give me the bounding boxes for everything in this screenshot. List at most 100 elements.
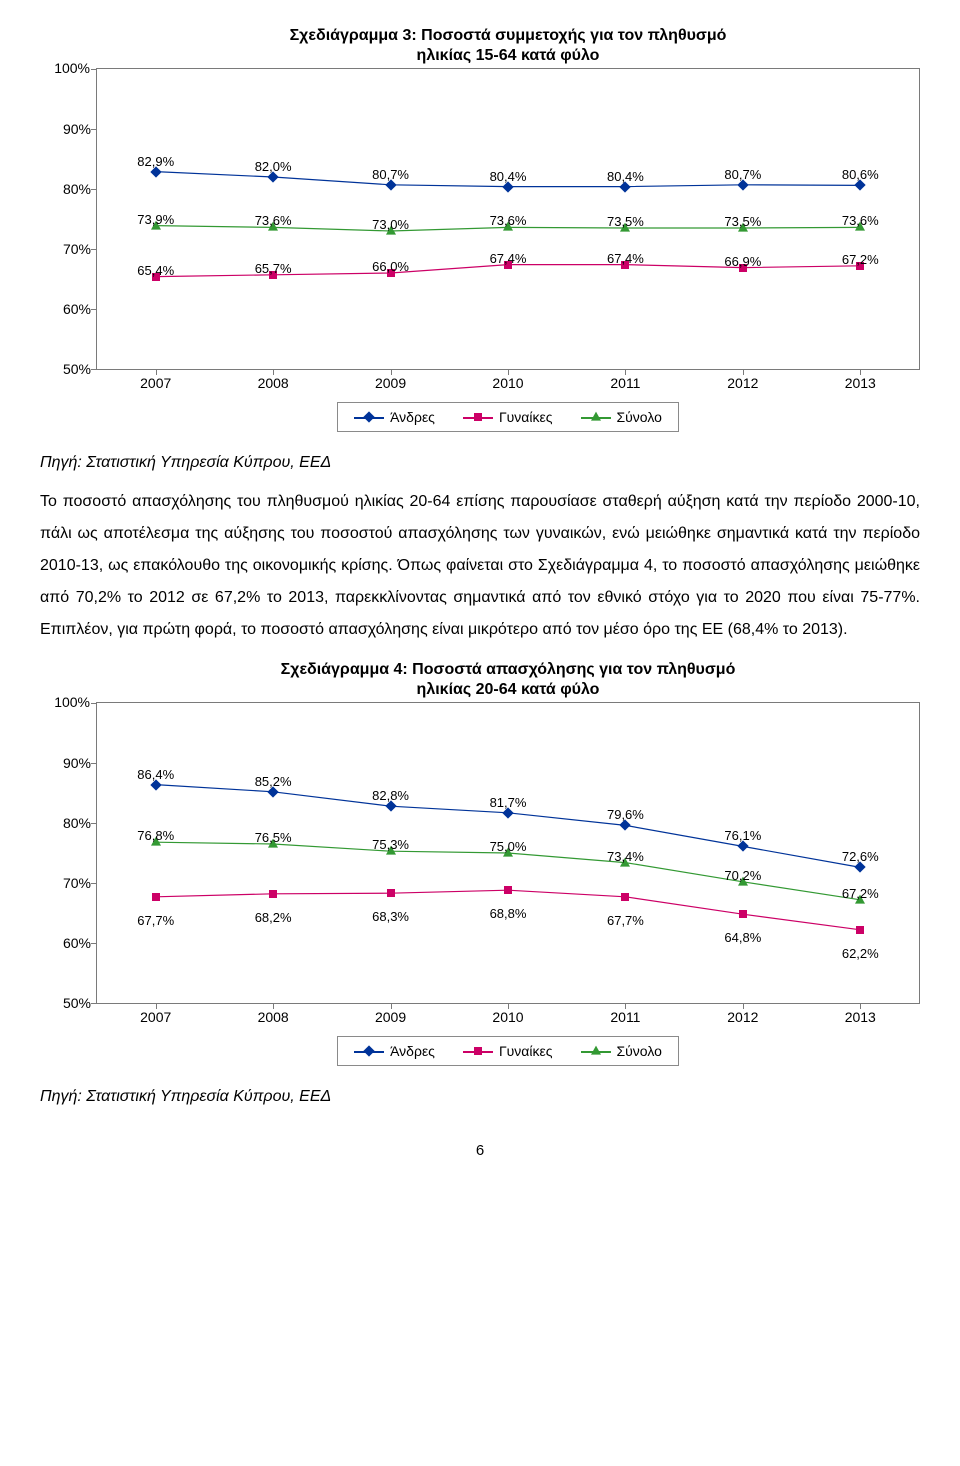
- chart-2-y-label: 50%: [45, 995, 91, 1011]
- chart-2-value-label-andres: 82,8%: [372, 788, 409, 803]
- chart-1-value-label-synolo: 73,6%: [255, 213, 292, 228]
- chart-2-x-label: 2009: [375, 1009, 406, 1025]
- chart-2-legend-item-synolo: Σύνολο: [581, 1043, 662, 1059]
- chart-1-value-label-andres: 80,7%: [724, 167, 761, 182]
- page-number: 6: [40, 1142, 920, 1159]
- chart-2-legend-label-synolo: Σύνολο: [617, 1043, 662, 1059]
- chart-2-marker-gynaikes: [856, 926, 864, 934]
- chart-2-x-label: 2007: [140, 1009, 171, 1025]
- chart-1-value-label-gynaikes: 65,7%: [255, 261, 292, 276]
- chart-2-value-label-andres: 72,6%: [842, 849, 879, 864]
- chart-2-value-label-andres: 85,2%: [255, 774, 292, 789]
- chart-1-legend: Άνδρες Γυναίκες Σύνολο: [337, 402, 679, 432]
- chart-1-value-label-synolo: 73,0%: [372, 217, 409, 232]
- chart-2-value-label-gynaikes: 67,7%: [137, 913, 174, 928]
- chart-1-value-label-gynaikes: 66,0%: [372, 259, 409, 274]
- chart-2-legend-label-andres: Άνδρες: [390, 1043, 435, 1059]
- chart-2-legend-swatch-synolo: [581, 1045, 611, 1057]
- chart-1-legend-label-synolo: Σύνολο: [617, 409, 662, 425]
- chart-1-x-label: 2009: [375, 375, 406, 391]
- chart-2-x-label: 2011: [610, 1009, 640, 1025]
- chart-1-y-tick: [91, 369, 97, 370]
- chart-2-y-tick: [91, 943, 97, 944]
- chart-1-value-label-gynaikes: 67,2%: [842, 252, 879, 267]
- chart-2-value-label-gynaikes: 68,3%: [372, 909, 409, 924]
- chart-1-y-label: 60%: [45, 301, 91, 317]
- chart-1-value-label-gynaikes: 67,4%: [607, 251, 644, 266]
- chart-1-y-tick: [91, 69, 97, 70]
- chart-1-x-label: 2007: [140, 375, 171, 391]
- chart-1-y-label: 90%: [45, 121, 91, 137]
- chart-2-y-tick: [91, 703, 97, 704]
- chart-2-value-label-synolo: 70,2%: [724, 868, 761, 883]
- chart-2-x-label: 2008: [258, 1009, 289, 1025]
- chart-1-title-line1: Σχεδιάγραμμα 3: Ποσοστά συμμετοχής για τ…: [290, 27, 727, 44]
- chart-1-legend-item-andres: Άνδρες: [354, 409, 435, 425]
- chart-2-value-label-synolo: 76,5%: [255, 830, 292, 845]
- chart-1-value-label-andres: 82,9%: [137, 154, 174, 169]
- chart-1-legend-label-andres: Άνδρες: [390, 409, 435, 425]
- chart-1-value-label-synolo: 73,9%: [137, 212, 174, 227]
- chart-1-y-tick: [91, 129, 97, 130]
- chart-1-plot: 50%60%70%80%90%2007200820092010201120122…: [96, 68, 920, 370]
- chart-2-value-label-andres: 86,4%: [137, 767, 174, 782]
- chart-2-value-label-gynaikes: 68,8%: [490, 906, 527, 921]
- chart-2-value-label-gynaikes: 67,7%: [607, 913, 644, 928]
- chart-2-legend-swatch-andres: [354, 1045, 384, 1057]
- chart-2-value-label-gynaikes: 64,8%: [724, 930, 761, 945]
- chart-2-value-label-synolo: 67,2%: [842, 886, 879, 901]
- chart-2-x-label: 2013: [845, 1009, 876, 1025]
- chart-1-x-label: 2008: [258, 375, 289, 391]
- chart-1-y-tick: [91, 309, 97, 310]
- chart-2-marker-gynaikes: [387, 889, 395, 897]
- chart-2-value-label-andres: 81,7%: [490, 795, 527, 810]
- chart-2-marker-gynaikes: [152, 893, 160, 901]
- chart-1-legend-swatch-gynaikes: [463, 411, 493, 423]
- chart-1-legend-label-gynaikes: Γυναίκες: [499, 409, 553, 425]
- chart-2-y-tick: [91, 1003, 97, 1004]
- chart-1-y-label: 50%: [45, 361, 91, 377]
- chart-1-value-label-synolo: 73,5%: [724, 214, 761, 229]
- chart-2-title: Σχεδιάγραμμα 4: Ποσοστά απασχόλησης για …: [96, 660, 920, 700]
- chart-2-x-label: 2012: [727, 1009, 758, 1025]
- chart-2-y-tick: [91, 823, 97, 824]
- chart-1-y-label: 80%: [45, 181, 91, 197]
- chart-2-y-tick: [91, 883, 97, 884]
- chart-1-y-label: 70%: [45, 241, 91, 257]
- chart-1-value-label-synolo: 73,6%: [842, 213, 879, 228]
- chart-1-x-label: 2012: [727, 375, 758, 391]
- chart-1-legend-item-gynaikes: Γυναίκες: [463, 409, 553, 425]
- chart-2-value-label-gynaikes: 68,2%: [255, 910, 292, 925]
- chart-1-y-tick: [91, 189, 97, 190]
- chart-2-value-label-synolo: 75,0%: [490, 839, 527, 854]
- chart-2-y-label: 70%: [45, 875, 91, 891]
- chart-1-x-label: 2011: [610, 375, 640, 391]
- chart-2-value-label-synolo: 75,3%: [372, 837, 409, 852]
- page: Σχεδιάγραμμα 3: Ποσοστά συμμετοχής για τ…: [0, 0, 960, 1179]
- chart-1-legend-swatch-andres: [354, 411, 384, 423]
- chart-1-legend-swatch-synolo: [581, 411, 611, 423]
- chart-2-y-label: 80%: [45, 815, 91, 831]
- chart-2-legend-item-gynaikes: Γυναίκες: [463, 1043, 553, 1059]
- chart-1-value-label-andres: 80,6%: [842, 167, 879, 182]
- chart-1-outer-100: 100%: [44, 60, 90, 76]
- chart-2-value-label-synolo: 76,8%: [137, 828, 174, 843]
- chart-2-source: Πηγή: Στατιστική Υπηρεσία Κύπρου, ΕΕΔ: [40, 1088, 920, 1106]
- chart-2-legend-label-gynaikes: Γυναίκες: [499, 1043, 553, 1059]
- chart-1-source: Πηγή: Στατιστική Υπηρεσία Κύπρου, ΕΕΔ: [40, 454, 920, 472]
- chart-2-value-label-andres: 76,1%: [724, 828, 761, 843]
- chart-1-title: Σχεδιάγραμμα 3: Ποσοστά συμμετοχής για τ…: [96, 26, 920, 66]
- chart-2-wrap: Σχεδιάγραμμα 4: Ποσοστά απασχόλησης για …: [96, 702, 920, 1066]
- chart-1-x-label: 2010: [492, 375, 523, 391]
- chart-2-value-label-andres: 79,6%: [607, 807, 644, 822]
- chart-2-marker-gynaikes: [504, 886, 512, 894]
- chart-1-value-label-gynaikes: 66,9%: [724, 254, 761, 269]
- chart-2-plot: 50%60%70%80%90%2007200820092010201120122…: [96, 702, 920, 1004]
- chart-1-value-label-andres: 80,4%: [607, 169, 644, 184]
- chart-2-value-label-synolo: 73,4%: [607, 849, 644, 864]
- chart-1-value-label-andres: 80,4%: [490, 169, 527, 184]
- chart-2-value-label-gynaikes: 62,2%: [842, 946, 879, 961]
- chart-1-legend-item-synolo: Σύνολο: [581, 409, 662, 425]
- chart-1-x-label: 2013: [845, 375, 876, 391]
- chart-1-wrap: Σχεδιάγραμμα 3: Ποσοστά συμμετοχής για τ…: [96, 68, 920, 432]
